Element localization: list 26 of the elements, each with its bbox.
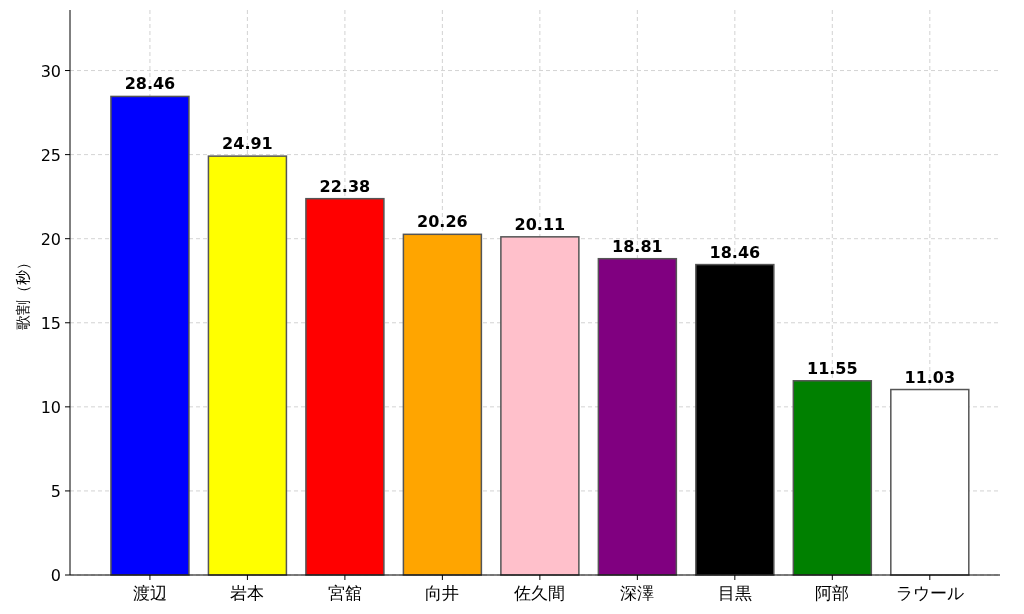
y-tick-label: 30: [40, 61, 61, 81]
x-tick-label: ラウール: [895, 583, 964, 603]
x-tick-label: 阿部: [815, 583, 850, 603]
data-label: 24.91: [222, 134, 273, 154]
y-tick-label: 20: [40, 229, 61, 249]
x-tick-label: 渡辺: [132, 583, 167, 603]
data-label: 28.46: [124, 74, 176, 94]
x-tick-label: 佐久間: [514, 583, 566, 603]
x-tick-label: 向井: [425, 583, 460, 603]
data-label: 18.81: [612, 236, 663, 256]
y-tick-label: 0: [50, 566, 61, 585]
data-label: 20.26: [417, 212, 468, 232]
x-tick-label: 岩本: [230, 583, 265, 603]
y-tick-label: 5: [50, 481, 61, 501]
data-label: 18.46: [709, 242, 761, 262]
x-tick-label: 目黒: [717, 583, 752, 603]
x-tick-label: 宮舘: [327, 583, 362, 603]
y-tick-label: 25: [40, 145, 61, 165]
y-tick-label: 10: [40, 397, 61, 417]
x-tick-label: 深澤: [620, 583, 655, 603]
data-label: 11.55: [807, 358, 858, 378]
y-tick-label: 15: [40, 313, 61, 333]
y-axis-title: 歌割（秒）: [14, 255, 32, 330]
data-label: 22.38: [319, 176, 371, 196]
data-label: 20.11: [514, 214, 566, 234]
data-label: 11.03: [904, 367, 956, 387]
